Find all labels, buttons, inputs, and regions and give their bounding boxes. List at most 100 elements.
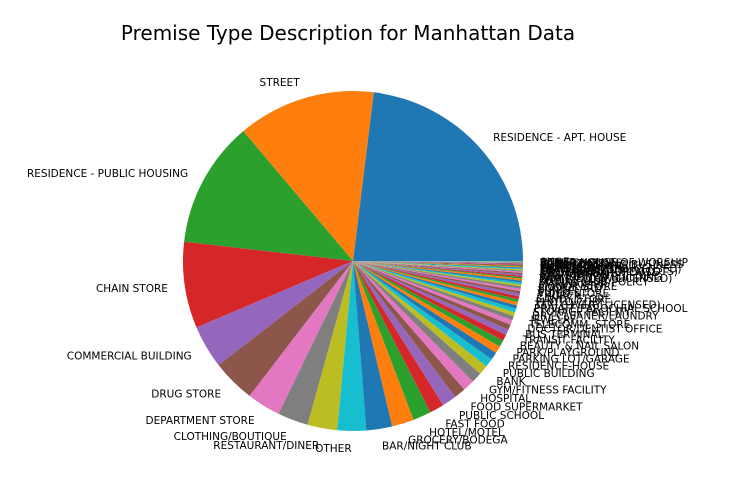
pie-label-drug-store: DRUG STORE: [151, 389, 221, 401]
pie-label-other-house-of-worship: OTHER HOUSE OF WORSHIP: [540, 257, 688, 269]
pie-slice-bank: [353, 261, 487, 374]
pie-label-taxi-livery-licensed: TAXI (LIVERY LICENSED): [534, 300, 661, 312]
pie-slice-bar-night-club: [353, 261, 393, 431]
pie-slice-beauty-nail-salon: [353, 261, 507, 341]
pie-label-book-card: BOOK/CARD: [538, 283, 602, 295]
pie-slice-drug-store: [218, 261, 353, 396]
pie-label-photo-copy: PHOTO/COPY: [536, 297, 605, 309]
pie-slice-video-store: [353, 261, 521, 292]
pie-slice-bus-stop: [353, 261, 523, 265]
pie-slice-candy-store: [353, 261, 520, 297]
pie-slice-gym-fitness-facility: [353, 261, 481, 382]
pie-label-street: STREET: [260, 77, 301, 89]
pie-slice-residence-apt-house: [353, 92, 523, 261]
pie-label-bus-stop: BUS STOP: [540, 260, 593, 272]
pie-label-jewelry: JEWELRY: [530, 315, 577, 327]
pie-slice-doctor-dentist-office: [353, 261, 513, 325]
pie-slice-telecomm-store: [353, 261, 514, 321]
pie-slice-bus-other: [353, 261, 523, 264]
pie-label-doctor-dentist-office: DOCTOR/DENTIST OFFICE: [527, 324, 662, 336]
pie-label-hospital: HOSPITAL: [480, 393, 531, 405]
pie-label-food-supermarket: FOOD SUPERMARKET: [471, 401, 584, 413]
pie-label-social-club-policy: SOCIAL CLUB/POLICY: [539, 277, 650, 289]
pie-label-residence-public-housing: RESIDENCE - PUBLIC HOUSING: [27, 168, 188, 180]
pie-slice-mosque: [353, 261, 523, 267]
pie-slice-storage-facility: [353, 261, 518, 309]
pie-label-residence-apt-house: RESIDENCE - APT. HOUSE: [493, 132, 626, 144]
pie-label-beauty-nail-salon: BEAUTY & NAIL SALON: [520, 341, 639, 353]
pie-slice-hotel-motel: [353, 261, 431, 420]
pie-label-parking-lot-garage: PARKING LOT/GARAGE: [513, 354, 630, 366]
pie-slice-synagogue: [353, 261, 523, 273]
pie-slice-marina-pier: [353, 261, 522, 283]
pie-slice-abandoned-building: [353, 261, 523, 276]
pie-label-private-parochial-school: PRIVATE/PAROCHIAL SCHOOL: [534, 303, 688, 315]
pie-slice-check-cashing-business: [353, 261, 523, 264]
pie-label-loan-company: LOAN COMPANY: [540, 265, 624, 277]
pie-slice-commercial-building: [196, 261, 353, 366]
pie-label-department-store: DEPARTMENT STORE: [146, 415, 255, 427]
pie-slice-chain-store: [183, 241, 353, 328]
pie-slice-taxi-yellow-licensed: [353, 261, 523, 278]
pie-slice-public-building: [353, 261, 492, 367]
pie-slice-parking-lot-garage: [353, 261, 500, 353]
pie-labels: RESIDENCE - APT. HOUSE STREET RESIDENCE - …: [27, 77, 688, 455]
pie-label-cemetery: CEMETERY: [540, 263, 596, 275]
pie-slice-hospital: [353, 261, 473, 390]
pie-label-other: OTHER: [315, 443, 352, 455]
pie-slice-factory-warehouse: [353, 261, 523, 272]
pie-slice-tunnel: [353, 261, 522, 289]
pie-slice-variety-store: [353, 261, 523, 263]
pie-label-church: CHURCH: [537, 291, 582, 303]
pie-slice-taxi-livery-licensed: [353, 261, 519, 303]
pie-slice-restaurant-diner: [307, 261, 353, 431]
pie-slice-photo-copy: [353, 261, 520, 300]
pie-slice-fast-food: [353, 261, 444, 413]
pie-label-dry-cleaner-laundry: DRY CLEANER/LAUNDRY: [532, 311, 659, 323]
pie-slice-residence-house: [353, 261, 497, 360]
pie-label-commercial-building: COMMERCIAL BUILDING: [67, 351, 192, 363]
pie-label-taxi-yellow-licensed: TAXI (YELLOW LICENSED): [538, 273, 672, 285]
pie-slice-food-supermarket: [353, 261, 465, 397]
pie-label-candy-store: CANDY STORE: [536, 293, 611, 305]
pie-label-shoe: SHOE: [540, 256, 569, 268]
pie-slice-jewelry: [353, 261, 516, 317]
pie-slice-transit-facility: [353, 261, 509, 336]
pie-slice-private-parochial-school: [353, 261, 518, 306]
pie-slices: [183, 91, 524, 432]
pie-slice-clothing-boutique: [278, 261, 353, 425]
pie-label-storage-facility: STORAGE FACILITY: [533, 307, 631, 319]
chart-title: Premise Type Description for Manhattan D…: [121, 21, 575, 45]
pie-label-marina-pier: MARINA/PIER: [539, 279, 608, 291]
pie-slice-other-house-of-worship: [353, 261, 524, 262]
pie-slice-dry-cleaner-laundry: [353, 261, 517, 313]
pie-slice-residence-public-housing: [184, 131, 353, 261]
pie-slice-church: [353, 261, 521, 294]
pie-label-bank: BANK: [496, 376, 526, 388]
pie-slice-public-school: [353, 261, 456, 406]
pie-label-gym-fitness-facility: GYM/FITNESS FACILITY: [489, 384, 607, 396]
pie-label-mosque: MOSQUE: [540, 261, 587, 273]
pie-slice-gas-station: [353, 261, 523, 275]
pie-slice-loan-company: [353, 261, 523, 270]
pie-label-park-playground: PARK/PLAYGROUND: [516, 347, 619, 359]
pie-label-bus-nyc-transit: BUS (NYC TRANSIT): [540, 261, 642, 273]
pie-slice-open-areas-open-lots: [353, 261, 523, 271]
pie-label-video-store: VIDEO STORE: [537, 288, 609, 300]
pie-label-open-areas-open-lots: OPEN AREAS (OPEN LOTS): [540, 266, 678, 278]
pie-label-grocery-bodega: GROCERY/BODEGA: [408, 435, 508, 447]
pie-slice-liquor-store: [353, 261, 522, 285]
pie-slice-department-store: [249, 261, 353, 414]
pie-slice-taxi-livery-unlicensed: [353, 261, 523, 269]
pie-label-synagogue: SYNAGOGUE: [540, 268, 607, 280]
pie-label-taxi-livery-unlicensed: TAXI/LIVERY (UNLICENSED): [539, 264, 682, 276]
pie-label-bus-other: BUS (OTHER): [540, 258, 610, 270]
pie-label-gas-station: GAS STATION: [539, 270, 609, 282]
pie-label-bus-terminal: BUS TERMINAL: [525, 329, 603, 341]
pie-slice-book-card: [353, 261, 522, 287]
pie-label-clothing-boutique: CLOTHING/BOUTIQUE: [174, 431, 287, 443]
pie-slice-bridge: [353, 261, 523, 279]
pie-slice-other: [337, 261, 367, 432]
pie-label-telecomm-store: TELECOMM. STORE: [528, 319, 630, 331]
